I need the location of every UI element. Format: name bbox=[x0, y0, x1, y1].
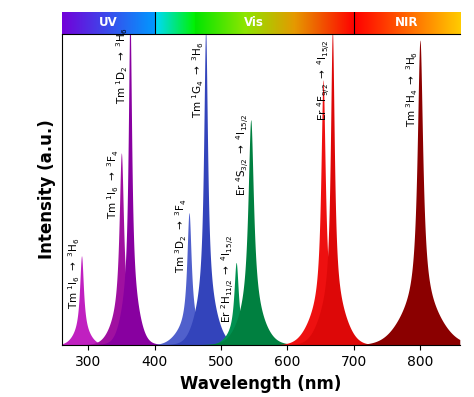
Text: Tm $^1$I$_6$ $\rightarrow$ $^3$F$_4$: Tm $^1$I$_6$ $\rightarrow$ $^3$F$_4$ bbox=[106, 149, 121, 219]
Y-axis label: Intensity (a.u.): Intensity (a.u.) bbox=[38, 119, 56, 259]
Text: Tm $^1$D$_2$ $\rightarrow$ $^3$H$_6$: Tm $^1$D$_2$ $\rightarrow$ $^3$H$_6$ bbox=[114, 27, 130, 104]
Text: Er $^4$S$_{3/2}$ $\rightarrow$ $^4$I$_{15/2}$: Er $^4$S$_{3/2}$ $\rightarrow$ $^4$I$_{1… bbox=[234, 114, 251, 196]
Text: Er $^4$F$_{9/2}$ $\rightarrow$ $^4$I$_{15/2}$: Er $^4$F$_{9/2}$ $\rightarrow$ $^4$I$_{1… bbox=[316, 39, 332, 121]
Text: NIR: NIR bbox=[395, 16, 419, 29]
Text: Tm $^1$G$_4$ $\rightarrow$ $^3$H$_6$: Tm $^1$G$_4$ $\rightarrow$ $^3$H$_6$ bbox=[190, 42, 206, 118]
Text: Tm $^3$D$_2$ $\rightarrow$ $^3$F$_4$: Tm $^3$D$_2$ $\rightarrow$ $^3$F$_4$ bbox=[173, 198, 189, 273]
Text: Tm $^1$I$_6$ $\rightarrow$ $^3$H$_6$: Tm $^1$I$_6$ $\rightarrow$ $^3$H$_6$ bbox=[66, 237, 82, 309]
Text: Tm $^3$H$_4$ $\rightarrow$ $^3$H$_6$: Tm $^3$H$_4$ $\rightarrow$ $^3$H$_6$ bbox=[404, 50, 420, 127]
Text: Er $^2$H$_{11/2}$ $\rightarrow$ $^4$I$_{15/2}$: Er $^2$H$_{11/2}$ $\rightarrow$ $^4$I$_{… bbox=[219, 235, 236, 323]
X-axis label: Wavelength (nm): Wavelength (nm) bbox=[180, 375, 341, 393]
Text: Vis: Vis bbox=[244, 16, 264, 29]
Text: UV: UV bbox=[99, 16, 118, 29]
